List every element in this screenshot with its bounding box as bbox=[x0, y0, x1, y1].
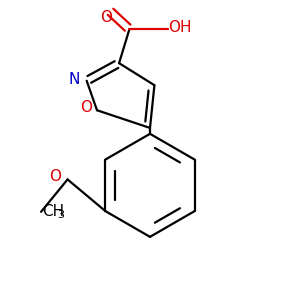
Text: O: O bbox=[100, 10, 112, 25]
Text: O: O bbox=[80, 100, 92, 116]
Text: O: O bbox=[49, 169, 61, 184]
Text: 3: 3 bbox=[57, 210, 64, 220]
Text: OH: OH bbox=[169, 20, 192, 35]
Text: CH: CH bbox=[43, 204, 65, 219]
Text: N: N bbox=[69, 72, 80, 87]
